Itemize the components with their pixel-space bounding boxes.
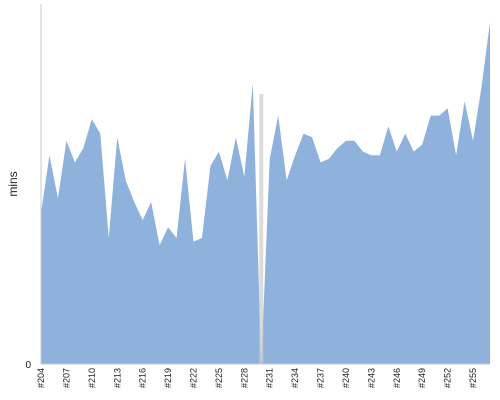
x-tick-label: #210 xyxy=(87,368,97,388)
x-tick-labels: #204 #207 #210 #213 #216 #219 #222 #225 #228 #231… xyxy=(36,368,478,388)
series-area xyxy=(41,22,490,364)
x-tick-label: #234 xyxy=(290,368,300,388)
x-tick-label: #222 xyxy=(188,368,198,388)
x-tick-label: #255 xyxy=(468,368,478,388)
x-tick-label: #240 xyxy=(341,368,351,388)
x-tick-label: #228 xyxy=(239,368,249,388)
x-tick-label: #225 xyxy=(214,368,224,388)
x-tick-label: #246 xyxy=(392,368,402,388)
x-tick-label: #231 xyxy=(265,368,275,388)
y-tick-label: 0 xyxy=(25,360,31,371)
plot-area xyxy=(41,22,490,364)
x-tick-label: #207 xyxy=(61,368,71,388)
x-tick-label: #237 xyxy=(316,368,326,388)
y-axis-label: mins xyxy=(6,171,20,196)
x-tick-label: #204 xyxy=(36,368,46,388)
x-tick-label: #216 xyxy=(138,368,148,388)
x-tick-label: #219 xyxy=(163,368,173,388)
gap-marker xyxy=(259,94,264,364)
x-tick-label: #252 xyxy=(443,368,453,388)
x-tick-label: #243 xyxy=(366,368,376,388)
x-tick-label: #249 xyxy=(417,368,427,388)
x-tick-label: #213 xyxy=(112,368,122,388)
